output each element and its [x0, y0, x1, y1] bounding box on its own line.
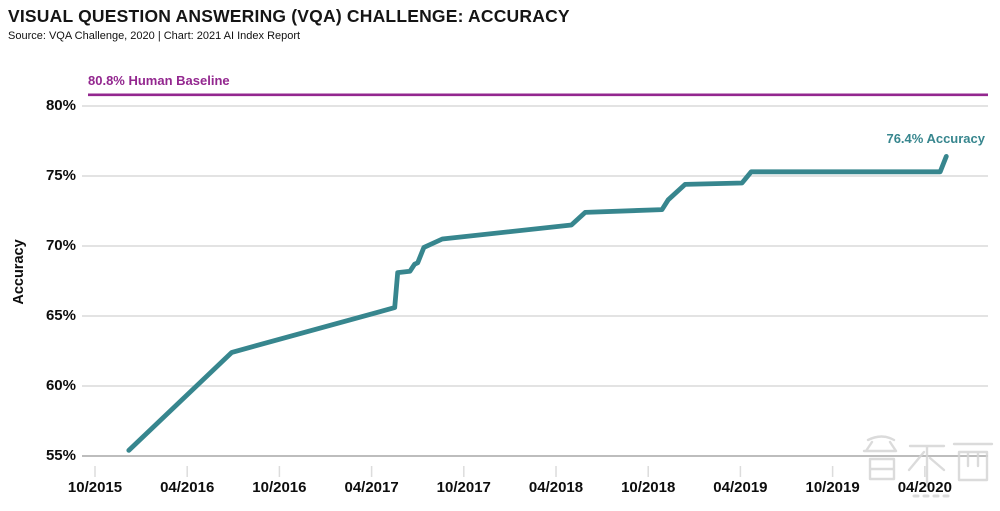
y-tick-75: 75% [45, 167, 76, 185]
x-tick-04-2018: 04/2018 [528, 479, 584, 496]
y-tick-60: 60% [45, 377, 76, 395]
gridlines [82, 105, 988, 457]
page-title: VISUAL QUESTION ANSWERING (VQA) CHALLENG… [8, 6, 570, 26]
x-tick-04-2019: 04/2019 [713, 479, 768, 496]
accuracy-series-line [126, 153, 949, 453]
x-tick-04-2017: 04/2017 [344, 479, 399, 496]
y-tick-55: 55% [45, 447, 76, 465]
human-baseline-label: 80.8% Human Baseline [88, 73, 230, 88]
x-tick-04-2016: 04/2016 [160, 479, 215, 496]
watermark-glyph-2 [907, 444, 946, 488]
y-tick-70: 70% [45, 237, 76, 255]
x-tick-10-2017: 10/2017 [436, 479, 491, 496]
x-axis-tick-marks [94, 466, 926, 477]
chart-source-note: Source: VQA Challenge, 2020 | Chart: 202… [8, 30, 301, 42]
y-tick-65: 65% [45, 307, 76, 325]
zhidongxi-watermark-logo [858, 434, 998, 511]
x-tick-10-2019: 10/2019 [805, 479, 860, 496]
watermark-glyph-1 [862, 435, 898, 481]
y-tick-80: 80% [45, 97, 76, 115]
x-tick-10-2015: 10/2015 [67, 479, 123, 496]
watermark-glyph-3 [952, 442, 994, 482]
x-tick-04-2020: 04/2020 [897, 479, 952, 496]
final-accuracy-annotation: 76.4% Accuracy [886, 131, 985, 146]
x-tick-10-2016: 10/2016 [252, 479, 307, 496]
x-tick-10-2018: 10/2018 [621, 479, 676, 496]
